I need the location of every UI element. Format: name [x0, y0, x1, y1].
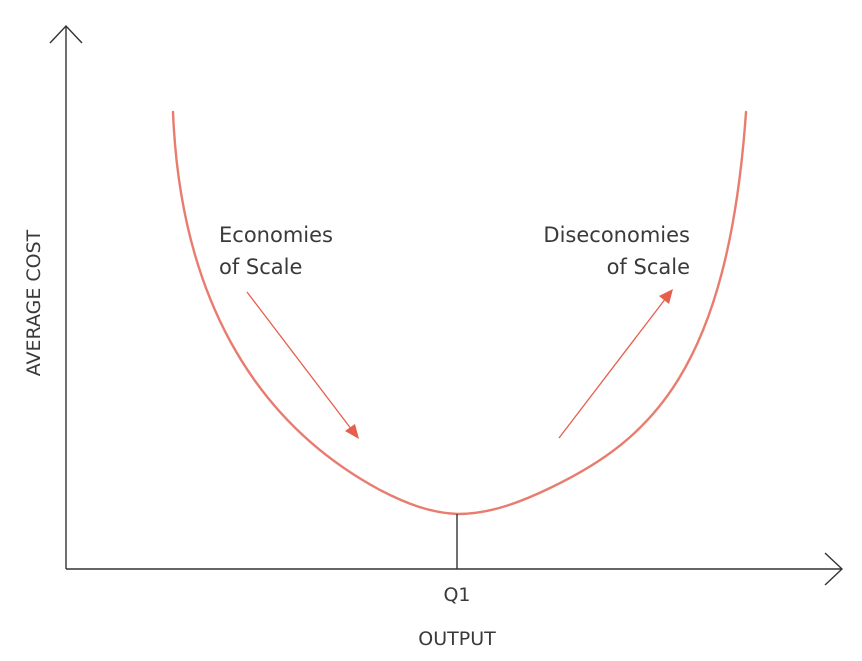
y-axis-label: AVERAGE COST — [23, 229, 45, 376]
x-axis-arrowhead — [824, 552, 844, 586]
diseconomies-arrowhead — [659, 289, 673, 304]
economies-label-line2: of Scale — [219, 255, 302, 279]
average-cost-curve — [171, 110, 748, 516]
economies-arrowhead — [345, 424, 359, 439]
economies-label-line1: Economies — [219, 223, 333, 247]
x-axis-label: OUTPUT — [418, 628, 496, 650]
diseconomies-arrow-line — [558, 297, 667, 439]
q1-tick-label: Q1 — [443, 584, 470, 606]
diseconomies-label-line2: of Scale — [607, 255, 690, 279]
diseconomies-label-line1: Diseconomies — [543, 223, 690, 247]
y-axis-arrowhead — [49, 24, 83, 44]
economies-arrow-line — [246, 291, 353, 431]
